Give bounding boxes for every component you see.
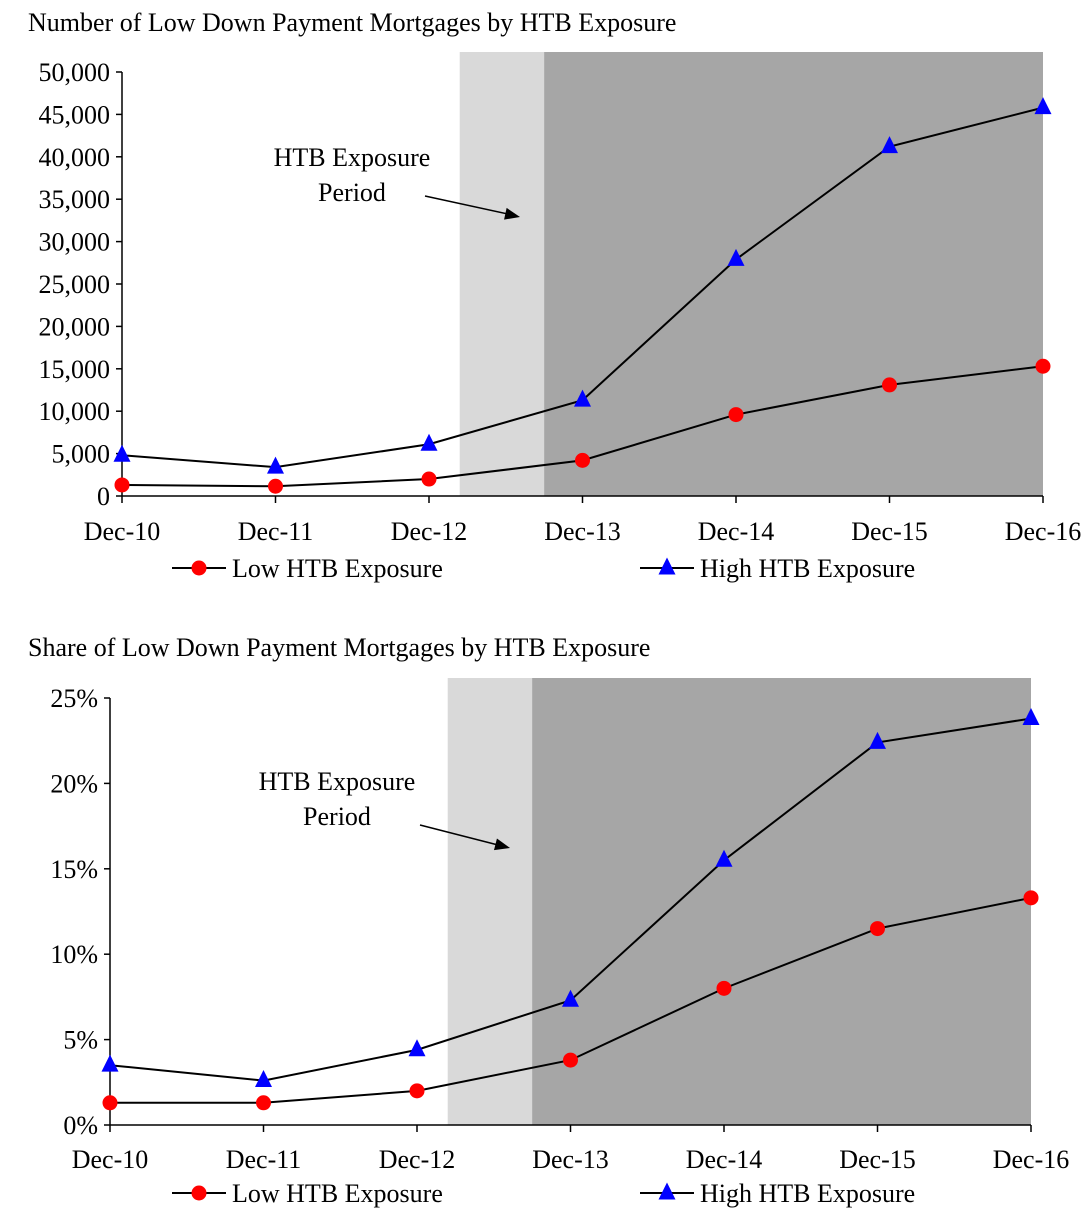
data-point-high bbox=[255, 1070, 272, 1088]
annotation-arrow-head bbox=[493, 838, 510, 851]
data-point-high bbox=[562, 989, 579, 1007]
data-point-high bbox=[1034, 97, 1052, 115]
x-tick-label: Dec-13 bbox=[544, 517, 621, 546]
data-point-high bbox=[420, 433, 438, 451]
chart-count: Number of Low Down Payment Mortgages by … bbox=[28, 8, 1082, 583]
annotation-arrow-line bbox=[424, 195, 511, 216]
shaded-region bbox=[544, 52, 1043, 496]
x-tick-label: Dec-12 bbox=[379, 1145, 456, 1174]
chart-title: Share of Low Down Payment Mortgages by H… bbox=[28, 633, 651, 662]
data-point-low bbox=[268, 478, 283, 494]
data-point-high bbox=[881, 136, 898, 154]
y-tick-label: 10% bbox=[50, 940, 98, 969]
data-point-low bbox=[409, 1083, 425, 1099]
y-tick-label: 35,000 bbox=[39, 185, 111, 214]
y-tick-label: 10,000 bbox=[39, 397, 111, 426]
data-point-low bbox=[102, 1095, 118, 1111]
legend-marker bbox=[658, 1182, 676, 1200]
legend-label: Low HTB Exposure bbox=[232, 1179, 443, 1208]
y-tick-label: 5% bbox=[63, 1026, 98, 1055]
x-tick-label: Dec-10 bbox=[84, 517, 161, 546]
x-tick-label: Dec-14 bbox=[698, 517, 775, 546]
y-tick-label: 0 bbox=[97, 482, 110, 511]
y-tick-label: 0% bbox=[63, 1111, 98, 1140]
chart-share: Share of Low Down Payment Mortgages by H… bbox=[0, 625, 1092, 1217]
data-point-high bbox=[727, 248, 745, 266]
data-point-low bbox=[716, 980, 732, 996]
legend-marker bbox=[658, 557, 676, 575]
y-tick-label: 20% bbox=[50, 769, 98, 798]
annotation-label: Period bbox=[303, 802, 371, 831]
data-point-low bbox=[1035, 358, 1051, 374]
y-tick-label: 20,000 bbox=[39, 312, 111, 341]
x-tick-label: Dec-15 bbox=[839, 1145, 916, 1174]
annotation-label: HTB Exposure bbox=[259, 767, 416, 796]
shaded-region bbox=[532, 678, 1031, 1125]
shaded-region bbox=[459, 52, 545, 496]
data-point-high bbox=[113, 444, 131, 462]
x-tick-label: Dec-16 bbox=[1005, 517, 1082, 546]
y-tick-label: 15,000 bbox=[39, 355, 111, 384]
data-point-low bbox=[1023, 890, 1039, 906]
y-tick-label: 45,000 bbox=[39, 100, 111, 129]
y-tick-label: 5,000 bbox=[52, 440, 111, 469]
data-point-low bbox=[563, 1052, 578, 1068]
y-tick-label: 15% bbox=[50, 855, 98, 884]
data-point-high bbox=[869, 731, 886, 749]
y-tick-label: 25,000 bbox=[39, 270, 111, 299]
annotation-label: HTB Exposure bbox=[274, 143, 431, 172]
annotation-arrow-head bbox=[504, 207, 520, 220]
y-tick-label: 25% bbox=[50, 684, 98, 713]
data-point-low bbox=[421, 471, 437, 487]
chart-share-svg: 0% 5% 10% 15% 20% 25% Dec-10 Dec-11 Dec-12 Dec-13… bbox=[50, 678, 1070, 1208]
x-tick-label: Dec-13 bbox=[532, 1145, 609, 1174]
data-point-high bbox=[1022, 707, 1040, 725]
x-tick-label: Dec-11 bbox=[226, 1145, 302, 1174]
x-tick-label: Dec-14 bbox=[686, 1145, 763, 1174]
x-tick-label: Dec-15 bbox=[851, 517, 928, 546]
data-point-low bbox=[256, 1095, 271, 1111]
data-point-high bbox=[715, 849, 733, 867]
legend-marker bbox=[191, 1185, 207, 1201]
data-point-high bbox=[101, 1054, 119, 1072]
x-tick-label: Dec-16 bbox=[993, 1145, 1070, 1174]
y-tick-label: 50,000 bbox=[39, 58, 111, 87]
data-point-high bbox=[408, 1039, 426, 1057]
data-point-low bbox=[870, 921, 885, 937]
data-point-high bbox=[267, 456, 284, 474]
data-point-high bbox=[574, 389, 591, 407]
chart-count-svg: 0 5,000 10,000 15,000 20,000 25,000 30,000 35,0… bbox=[39, 52, 1082, 583]
y-tick-label: 30,000 bbox=[39, 228, 111, 257]
legend-marker bbox=[191, 560, 207, 576]
data-point-low bbox=[728, 407, 744, 423]
y-tick-label: 40,000 bbox=[39, 143, 111, 172]
x-tick-label: Dec-10 bbox=[72, 1145, 149, 1174]
data-point-low bbox=[575, 452, 590, 468]
x-tick-label: Dec-11 bbox=[238, 517, 314, 546]
legend-label: High HTB Exposure bbox=[700, 1179, 915, 1208]
annotation-arrow-line bbox=[419, 824, 501, 847]
data-point-low bbox=[882, 377, 897, 393]
annotation-label: Period bbox=[318, 178, 386, 207]
data-point-low bbox=[114, 477, 130, 493]
legend-label: High HTB Exposure bbox=[700, 554, 915, 583]
chart-title: Number of Low Down Payment Mortgages by … bbox=[28, 8, 677, 37]
legend-label: Low HTB Exposure bbox=[232, 554, 443, 583]
x-tick-label: Dec-12 bbox=[391, 517, 468, 546]
shaded-region bbox=[447, 678, 533, 1125]
